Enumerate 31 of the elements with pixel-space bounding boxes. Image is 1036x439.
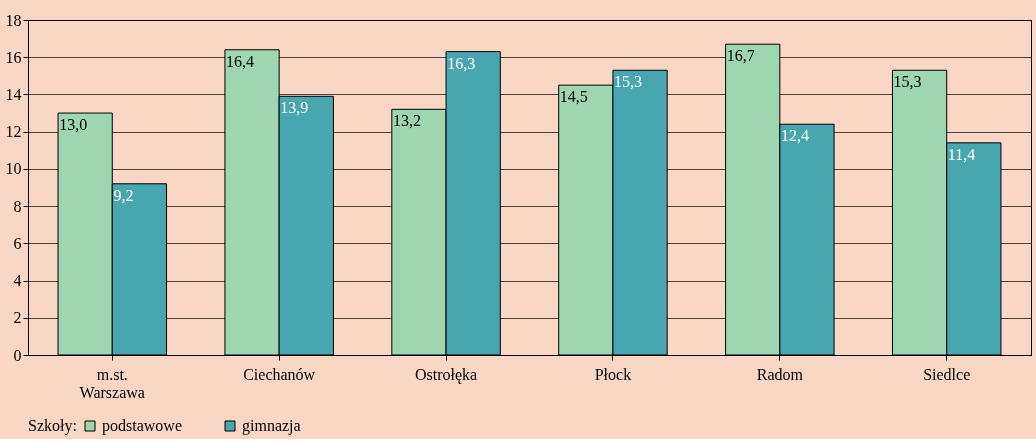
- x-tick-label: Ostrołęka: [414, 365, 478, 384]
- y-tick-label: 2: [13, 309, 22, 327]
- y-tick-label: 14: [5, 85, 22, 103]
- x-tick-label: Ciechanów: [243, 365, 316, 383]
- data-label: 16,4: [226, 52, 255, 70]
- x-tick-label: Radom: [756, 365, 804, 383]
- data-label: 15,3: [893, 73, 922, 91]
- data-label: 11,4: [947, 145, 976, 163]
- legend-label: podstawowe: [102, 417, 182, 435]
- data-label: 13,0: [59, 116, 88, 134]
- data-label: 13,2: [392, 112, 421, 130]
- y-tick-label: 12: [5, 123, 22, 141]
- y-tick-label: 18: [5, 11, 22, 29]
- data-label: 12,4: [780, 127, 809, 145]
- data-label: 16,7: [726, 47, 755, 65]
- x-tick-label: m.st. Warszawa: [79, 365, 145, 401]
- x-tick-label: Płock: [594, 365, 632, 383]
- legend-label: gimnazja: [242, 417, 301, 435]
- x-tick-label: Siedlce: [923, 365, 971, 383]
- y-tick-label: 4: [13, 272, 22, 290]
- y-tick-label: 8: [13, 197, 22, 215]
- data-label: 16,3: [447, 54, 476, 72]
- y-tick-label: 10: [5, 160, 22, 178]
- y-tick-label: 6: [13, 234, 22, 252]
- data-label: 9,2: [113, 186, 134, 204]
- data-label: 14,5: [559, 88, 588, 106]
- y-tick-label: 0: [13, 346, 22, 364]
- data-label: 13,9: [280, 99, 309, 117]
- legend-title: Szkoły:: [28, 417, 77, 435]
- y-tick-label: 16: [5, 48, 22, 66]
- data-label: 15,3: [614, 73, 643, 91]
